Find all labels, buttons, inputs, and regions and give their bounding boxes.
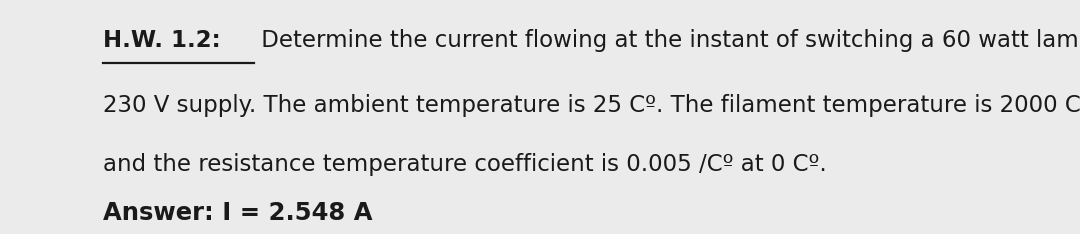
Text: and the resistance temperature coefficient is 0.005 /Cº at 0 Cº.: and the resistance temperature coefficie…	[103, 153, 826, 176]
Text: Answer: I = 2.548 A: Answer: I = 2.548 A	[103, 201, 373, 225]
Text: 230 V supply. The ambient temperature is 25 Cº. The filament temperature is 2000: 230 V supply. The ambient temperature is…	[103, 94, 1080, 117]
Text: Determine the current flowing at the instant of switching a 60 watt lamp on a: Determine the current flowing at the ins…	[255, 29, 1080, 52]
Text: H.W. 1.2:: H.W. 1.2:	[103, 29, 220, 52]
